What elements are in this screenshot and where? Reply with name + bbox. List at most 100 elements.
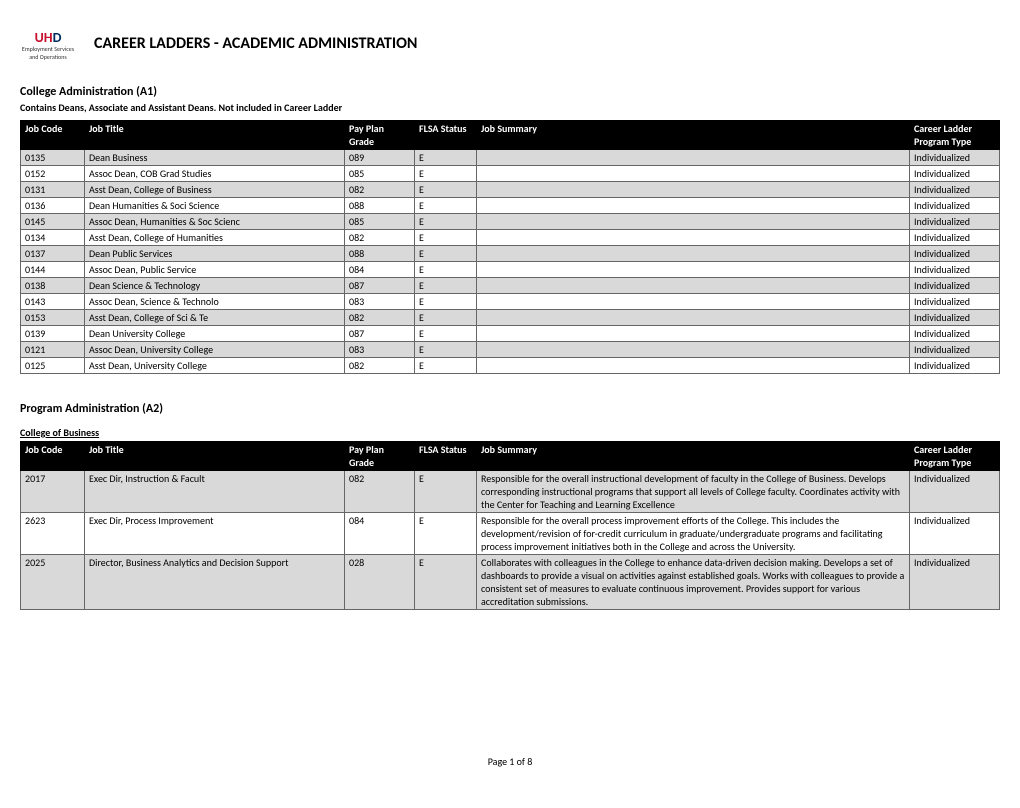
cell-flsa: E	[415, 325, 477, 341]
cell-flsa: E	[415, 309, 477, 325]
cell-grade: 082	[345, 229, 415, 245]
cell-title: Dean Humanities & Soci Science	[85, 197, 345, 213]
cell-summary	[477, 245, 910, 261]
cell-title: Dean Business	[85, 150, 345, 166]
cell-summary	[477, 197, 910, 213]
cell-code: 0153	[21, 309, 85, 325]
cell-grade: 028	[345, 554, 415, 609]
cell-summary	[477, 229, 910, 245]
cell-code: 0125	[21, 357, 85, 373]
cell-flsa: E	[415, 213, 477, 229]
section2-title: Program Administration (A2)	[20, 402, 1000, 416]
cell-code: 0143	[21, 293, 85, 309]
col-grade-header: Pay Plan Grade	[345, 120, 415, 150]
cell-grade: 084	[345, 512, 415, 554]
cell-title: Assoc Dean, University College	[85, 341, 345, 357]
logo-uh-navy: D	[53, 29, 62, 46]
cell-flsa: E	[415, 229, 477, 245]
cell-flsa: E	[415, 512, 477, 554]
section1-title: College Administration (A1)	[20, 85, 1000, 99]
col-title-header: Job Title	[85, 120, 345, 150]
cell-flsa: E	[415, 165, 477, 181]
cell-grade: 082	[345, 357, 415, 373]
table-row: 0125Asst Dean, University College082EInd…	[21, 357, 1000, 373]
cell-code: 0137	[21, 245, 85, 261]
col-flsa-header: FLSA Status	[415, 441, 477, 471]
col-code-header: Job Code	[21, 441, 85, 471]
cell-grade: 082	[345, 309, 415, 325]
table-row: 0135Dean Business089E Individualized	[21, 150, 1000, 166]
cell-ladder: Individualized	[910, 150, 1000, 166]
section1-subtitle: Contains Deans, Associate and Assistant …	[20, 101, 1000, 114]
table-row: 2025Director, Business Analytics and Dec…	[21, 554, 1000, 609]
cell-grade: 089	[345, 150, 415, 166]
cell-grade: 082	[345, 181, 415, 197]
cell-grade: 083	[345, 341, 415, 357]
page-title: CAREER LADDERS - ACADEMIC ADMINISTRATION	[94, 34, 417, 53]
cell-summary	[477, 277, 910, 293]
cell-ladder: Individualized	[910, 471, 1000, 513]
cell-code: 0144	[21, 261, 85, 277]
col-summary-header: Job Summary	[477, 441, 910, 471]
cell-code: 0139	[21, 325, 85, 341]
table-row: 0136Dean Humanities & Soci Science088EIn…	[21, 197, 1000, 213]
cell-flsa: E	[415, 277, 477, 293]
cell-ladder: Individualized	[910, 197, 1000, 213]
cell-code: 0134	[21, 229, 85, 245]
cell-code: 0138	[21, 277, 85, 293]
logo-line3: and Operations	[20, 54, 76, 61]
cell-title: Dean Public Services	[85, 245, 345, 261]
cell-grade: 088	[345, 197, 415, 213]
cell-title: Assoc Dean, Science & Technolo	[85, 293, 345, 309]
cell-summary	[477, 341, 910, 357]
logo-mark: UHD	[20, 30, 76, 45]
cell-summary: Responsible for the overall instructiona…	[477, 471, 910, 513]
cell-grade: 085	[345, 165, 415, 181]
cell-code: 0136	[21, 197, 85, 213]
cell-summary	[477, 293, 910, 309]
cell-code: 0152	[21, 165, 85, 181]
cell-summary	[477, 357, 910, 373]
cell-grade: 087	[345, 325, 415, 341]
cell-code: 0135	[21, 150, 85, 166]
col-ladder-header: Career Ladder Program Type	[910, 120, 1000, 150]
table-row: 0131Asst Dean, College of Business082EIn…	[21, 181, 1000, 197]
cell-ladder: Individualized	[910, 229, 1000, 245]
col-title-header: Job Title	[85, 441, 345, 471]
cell-ladder: Individualized	[910, 165, 1000, 181]
cell-title: Dean University College	[85, 325, 345, 341]
cell-title: Exec Dir, Process Improvement	[85, 512, 345, 554]
cell-flsa: E	[415, 293, 477, 309]
cell-title: Assoc Dean, COB Grad Studies	[85, 165, 345, 181]
table-header-row: Job Code Job Title Pay Plan Grade FLSA S…	[21, 441, 1000, 471]
col-summary-header: Job Summary	[477, 120, 910, 150]
cell-summary	[477, 309, 910, 325]
cell-ladder: Individualized	[910, 277, 1000, 293]
cell-code: 0121	[21, 341, 85, 357]
cell-title: Director, Business Analytics and Decisio…	[85, 554, 345, 609]
cell-grade: 087	[345, 277, 415, 293]
cell-code: 2623	[21, 512, 85, 554]
cell-ladder: Individualized	[910, 261, 1000, 277]
cell-ladder: Individualized	[910, 357, 1000, 373]
cell-summary	[477, 165, 910, 181]
table-row: 2623Exec Dir, Process Improvement084ERes…	[21, 512, 1000, 554]
table-row: 0152Assoc Dean, COB Grad Studies085E Indi…	[21, 165, 1000, 181]
cell-flsa: E	[415, 245, 477, 261]
cell-flsa: E	[415, 150, 477, 166]
cell-ladder: Individualized	[910, 213, 1000, 229]
cell-flsa: E	[415, 341, 477, 357]
section1-table: Job Code Job Title Pay Plan Grade FLSA S…	[20, 120, 1000, 374]
col-code-header: Job Code	[21, 120, 85, 150]
cell-grade: 082	[345, 471, 415, 513]
col-flsa-header: FLSA Status	[415, 120, 477, 150]
col-ladder-header: Career Ladder Program Type	[910, 441, 1000, 471]
table-row: 0134Asst Dean, College of Humanities082E…	[21, 229, 1000, 245]
cell-flsa: E	[415, 471, 477, 513]
table-row: 0139Dean University College087EIndividua…	[21, 325, 1000, 341]
section2-subheading: College of Business	[20, 426, 1000, 439]
cell-title: Assoc Dean, Humanities & Soc Scienc	[85, 213, 345, 229]
cell-code: 0145	[21, 213, 85, 229]
col-grade-header: Pay Plan Grade	[345, 441, 415, 471]
cell-flsa: E	[415, 261, 477, 277]
